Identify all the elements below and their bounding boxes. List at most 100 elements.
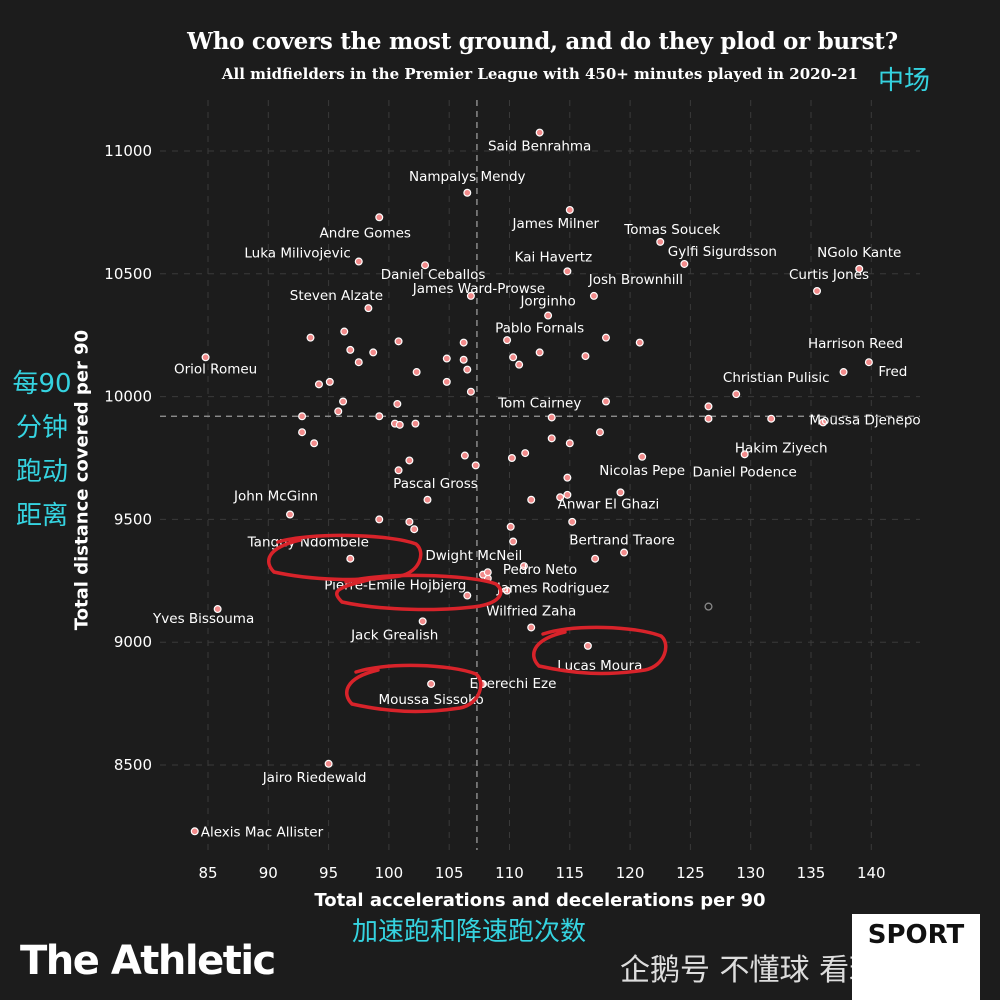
data-point [507, 454, 516, 463]
data-point [340, 327, 349, 336]
point-label: Eberechi Eze [470, 676, 557, 692]
highlight-loop [532, 625, 668, 676]
data-point-labeled [656, 237, 665, 246]
x-tick-label: 85 [198, 864, 217, 882]
x-tick-label: 135 [797, 864, 826, 882]
y-tick-label: 9000 [114, 633, 152, 651]
x-tick-label: 140 [857, 864, 886, 882]
data-point [565, 439, 574, 448]
data-point-labeled [620, 548, 629, 557]
point-label: James Milner [511, 216, 599, 232]
data-point [346, 345, 355, 354]
data-point-labeled [535, 128, 544, 137]
y-tick-label: 10500 [104, 265, 152, 283]
data-point-labeled [463, 591, 472, 600]
data-point [595, 428, 604, 437]
point-label: Jorginho [519, 294, 575, 310]
y-tick-label: 8500 [114, 756, 152, 774]
highlight-loop [335, 573, 503, 612]
data-point-labeled [544, 311, 553, 320]
data-point-labeled [427, 679, 436, 688]
point-label: Nampalys Mendy [409, 169, 526, 185]
point-label: John McGinn [233, 488, 318, 504]
data-point [601, 333, 610, 342]
data-point-labeled [565, 205, 574, 214]
data-point [354, 358, 363, 367]
data-point-grey [704, 602, 713, 611]
point-label: Bertrand Traore [569, 533, 675, 549]
data-point-labeled [423, 495, 432, 504]
point-label: Christian Pulisic [723, 370, 830, 386]
data-point [463, 365, 472, 374]
point-label: Gylfi Sigurdsson [668, 244, 777, 260]
data-point [298, 412, 307, 421]
data-point [471, 461, 480, 470]
point-label: Yves Bissouma [152, 611, 254, 627]
cn-annotation-y-axis: 每90 分钟 跑动 距离 [10, 362, 74, 538]
data-point [298, 428, 307, 437]
data-point [506, 522, 515, 531]
data-point [334, 407, 343, 416]
data-point [509, 353, 518, 362]
point-label: Said Benrahma [488, 139, 591, 155]
data-point-labeled [519, 562, 528, 571]
data-point-labeled [364, 304, 373, 313]
point-label: Andre Gomes [320, 225, 411, 241]
cn-y-line-1: 每90 [12, 369, 72, 399]
data-point [394, 337, 403, 346]
point-label: NGolo Kante [817, 245, 901, 261]
data-point-labeled [589, 291, 598, 300]
data-point-labeled [483, 568, 492, 577]
data-point [314, 380, 323, 389]
highlight-circles [267, 533, 668, 714]
point-label: Moussa Sissoko [378, 692, 483, 708]
highlight-loop [345, 663, 483, 714]
data-point-labeled [563, 267, 572, 276]
data-point-labeled [740, 450, 749, 459]
data-point [410, 525, 419, 534]
x-tick-label: 110 [495, 864, 524, 882]
data-point [411, 419, 420, 428]
point-label: Alexis Mac Allister [201, 824, 324, 840]
data-point-labeled [346, 554, 355, 563]
point-label: Tomas Soucek [623, 222, 720, 238]
data-point [466, 387, 475, 396]
points-layer [190, 128, 873, 836]
data-point-labeled [547, 413, 556, 422]
cn-y-line-3: 跑动 [15, 457, 68, 487]
chart-title: Who covers the most ground, and do they … [187, 28, 898, 55]
point-label: Lucas Moura [557, 658, 642, 674]
x-tick-label: 95 [319, 864, 338, 882]
x-tick-label: 120 [616, 864, 645, 882]
point-label: Kai Havertz [515, 249, 593, 265]
cn-y-line-4: 距离 [15, 501, 68, 531]
point-label: Jairo Riedewald [262, 770, 367, 786]
data-point-labeled [583, 641, 592, 650]
data-point [509, 537, 518, 546]
data-point [568, 517, 577, 526]
point-label: James Ward-Prowse [412, 281, 545, 297]
data-point [412, 368, 421, 377]
data-point-labeled [354, 257, 363, 266]
watermark: 企鹅号 不懂球 看球 [620, 953, 880, 988]
point-label: Nicolas Pepe [599, 463, 685, 479]
x-axis-label: Total accelerations and decelerations pe… [314, 890, 766, 911]
point-label: Hakim Ziyech [735, 441, 828, 457]
data-point-labeled [213, 605, 222, 614]
data-point-labeled [864, 358, 873, 367]
point-label: Wilfried Zaha [486, 603, 576, 619]
point-label: Luka Milivojevic [244, 246, 350, 262]
y-tick-label: 9500 [114, 510, 152, 528]
data-point-labeled [819, 418, 828, 427]
point-label: Pedro Neto [503, 562, 577, 578]
data-point [405, 456, 414, 465]
point-label: Josh Brownhill [588, 272, 683, 288]
data-point-labeled [616, 488, 625, 497]
data-point [547, 434, 556, 443]
data-point-labeled [535, 348, 544, 357]
chart-subtitle: All midfielders in the Premier League wi… [221, 65, 859, 83]
data-point-labeled [839, 368, 848, 377]
data-point-labeled [813, 286, 822, 295]
data-point [704, 414, 713, 423]
